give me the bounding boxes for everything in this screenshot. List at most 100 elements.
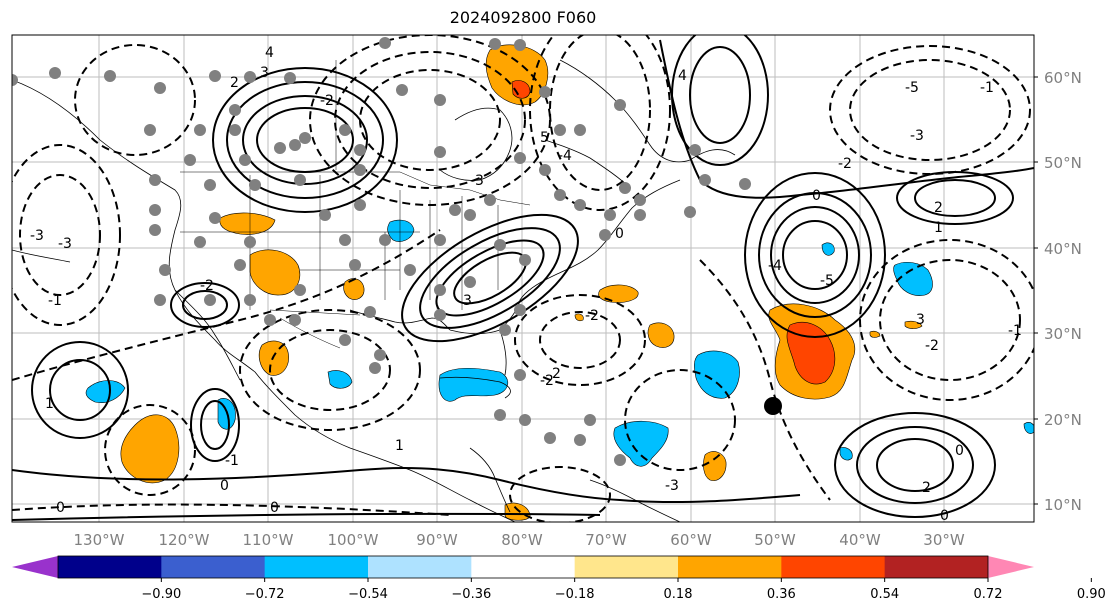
fill-orange-texas: [343, 278, 365, 300]
fill-orange-atl-3: [703, 451, 727, 481]
lon-label: 60°W: [670, 531, 712, 549]
fill-orange-atl-6: [574, 313, 584, 322]
fill-blue-caribbean-2: [613, 420, 669, 467]
fill-blue-gulf: [327, 370, 353, 389]
contour-label: 0: [812, 188, 821, 204]
contour-label: 1: [934, 220, 943, 236]
fill-blue-atl-3: [821, 242, 835, 256]
colorbar-segment: [368, 556, 472, 578]
fill-blue-atl-1: [694, 350, 740, 399]
colorbar-tick-label: −0.54: [348, 587, 388, 602]
lon-label: 80°W: [501, 531, 543, 549]
colorbar-segment: [471, 556, 576, 578]
colorbar-segment: [884, 556, 989, 578]
lat-label: 20°N: [1044, 411, 1082, 429]
contour-label: 0: [270, 500, 279, 516]
fill-blue-atl-4: [839, 447, 853, 461]
filled-anomaly-areas: [85, 44, 1034, 521]
longitude-labels: 130°W 120°W 110°W 100°W 90°W 80°W 70°W 6…: [74, 531, 965, 549]
contour-label: 4: [265, 45, 274, 61]
lon-label: 100°W: [328, 531, 379, 549]
contour-label: -5: [905, 80, 919, 96]
lat-label: 40°N: [1044, 240, 1082, 258]
fill-blue-caribbean-1: [438, 367, 508, 402]
fill-orange-atl-1: [598, 284, 639, 303]
colorbar-segment: [161, 556, 266, 578]
contour-label: -3: [665, 478, 679, 494]
colorbar-tick-label: 0.36: [767, 587, 796, 602]
contour-label: -1: [48, 293, 62, 309]
colorbar-tick-label: −0.90: [141, 587, 181, 602]
lon-label: 30°W: [923, 531, 965, 549]
contour-label: 4: [678, 68, 687, 84]
fill-blue-missouri: [387, 219, 415, 242]
fill-orange-atl-2: [647, 322, 675, 348]
lon-label: 110°W: [243, 531, 294, 549]
contour-label: 0: [940, 508, 949, 524]
storm-center-marker: [764, 397, 782, 415]
lat-label: 10°N: [1044, 496, 1082, 514]
negative-contours: [12, 35, 1034, 522]
colorbar-segment: [781, 556, 886, 578]
contour-label: 2: [922, 480, 931, 496]
contour-label: 3: [260, 65, 269, 81]
colorbar: −0.90 −0.72 −0.54 −0.36 −0.18 0.18 0.36 0.54 0.7…: [12, 555, 1105, 602]
lon-label: 70°W: [585, 531, 627, 549]
fill-red-atlantic-low: [786, 321, 836, 385]
contour-label: -4: [768, 258, 782, 274]
contour-label: 2: [230, 75, 239, 91]
colorbar-tick-label: 0.72: [974, 587, 1003, 602]
fill-orange-atl-4: [904, 320, 923, 329]
contour-label: -2: [925, 338, 939, 354]
lat-label: 50°N: [1044, 154, 1082, 172]
contour-label: 0: [56, 500, 65, 516]
contour-label: 3: [916, 312, 925, 328]
colorbar-segment: [574, 556, 679, 578]
contour-label: -3: [910, 128, 924, 144]
colorbar-tick-label: 0.54: [870, 587, 899, 602]
lon-label: 130°W: [74, 531, 125, 549]
contour-label: -5: [820, 273, 834, 289]
contour-labels: 4 3 2 -2 -3 5 -4 -5 0 1 -1 -2 2 -3 3 -2 …: [30, 45, 1022, 524]
contour-label: -3: [470, 173, 484, 189]
contour-label: -2: [838, 156, 852, 172]
contour-label: -2: [540, 373, 554, 389]
lon-label: 50°W: [754, 531, 796, 549]
colorbar-extend-min: [12, 556, 58, 578]
fill-blue-atl-2: [893, 261, 933, 296]
fill-blue-atl-5: [1023, 422, 1034, 434]
contour-label: -1: [225, 453, 239, 469]
observation-stations: [12, 37, 751, 466]
positive-contours: [12, 35, 1034, 521]
contour-label: 1: [395, 438, 404, 454]
contour-label: 3: [463, 293, 472, 309]
contour-label: -1: [980, 80, 994, 96]
colorbar-tick-label: −0.18: [555, 587, 595, 602]
contour-label: -2: [200, 278, 214, 294]
contour-label: -3: [58, 236, 72, 252]
colorbar-segment: [264, 556, 369, 578]
fill-orange-atl-5: [869, 330, 881, 338]
contour-label: 5: [540, 130, 549, 146]
colorbar-extend-max: [988, 556, 1034, 578]
lat-label: 60°N: [1044, 69, 1082, 87]
contour-label: 0: [955, 443, 964, 459]
colorbar-tick-label: 0.18: [664, 587, 693, 602]
contour-label: 2: [934, 200, 943, 216]
lon-label: 120°W: [159, 531, 210, 549]
contour-label: 0: [615, 226, 624, 242]
contour-label: 2: [552, 366, 561, 382]
lon-label: 40°W: [839, 531, 881, 549]
latitude-labels: 60°N 50°N 40°N 30°N 20°N 10°N: [1034, 69, 1082, 514]
contour-label: -1: [1008, 323, 1022, 339]
contour-label: 0: [220, 478, 229, 494]
lat-label: 30°N: [1044, 325, 1082, 343]
contour-label: -2: [320, 93, 334, 109]
fill-red-hudson: [511, 80, 531, 99]
colorbar-tick-label: −0.36: [451, 587, 491, 602]
contour-label: -2: [585, 308, 599, 324]
fill-orange-mexico: [258, 340, 289, 376]
lon-label: 90°W: [416, 531, 458, 549]
map-frame-bg: [12, 35, 1034, 522]
